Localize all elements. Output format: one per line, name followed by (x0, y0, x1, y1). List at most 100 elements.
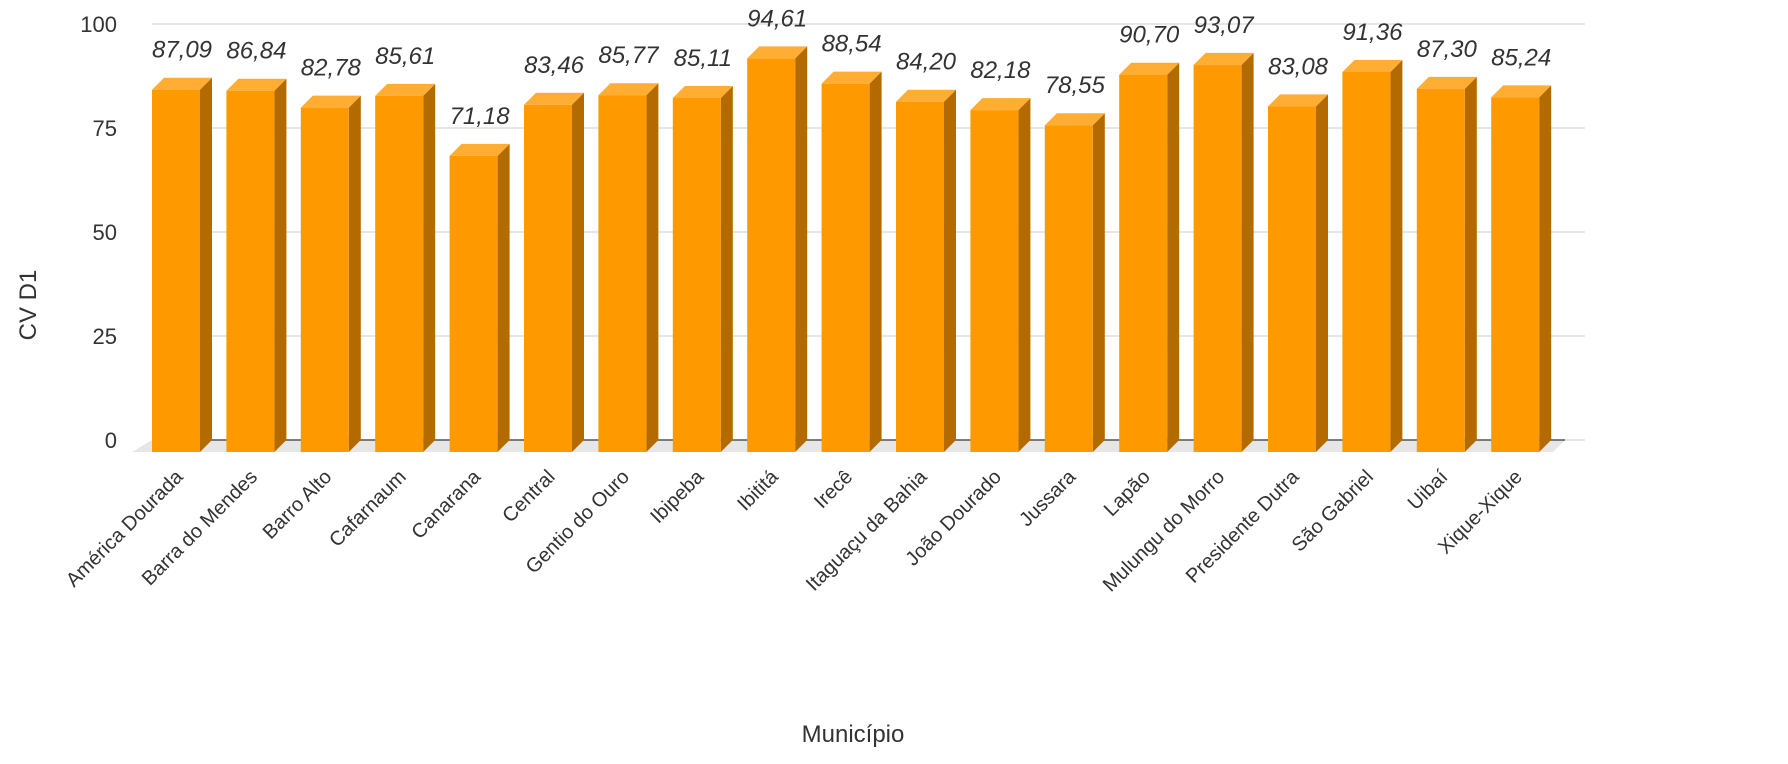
bar-side-face (1539, 85, 1552, 452)
bar-front-face (300, 107, 349, 453)
y-axis-title: CV D1 (15, 270, 42, 341)
data-label: 94,61 (747, 5, 807, 32)
bar-top-face (970, 98, 1031, 111)
bar-front-face (896, 101, 944, 452)
bar (1342, 59, 1403, 453)
bar (1044, 113, 1105, 453)
x-tick-label: Central (498, 466, 559, 527)
data-label: 86,84 (226, 38, 286, 65)
bar-front-face (152, 89, 200, 452)
bar-side-face (869, 71, 882, 453)
bar-side-face (1167, 62, 1180, 453)
bar-side-face (423, 83, 436, 452)
bar-top-face (1342, 59, 1403, 72)
bar-side-face (348, 95, 361, 453)
bar-side-face (944, 89, 956, 452)
bar-front-face (598, 95, 647, 452)
bar (1268, 94, 1328, 452)
x-tick-label: Uibaí (1404, 466, 1453, 515)
data-label: 93,07 (1194, 12, 1256, 39)
y-tick-label: 0 (105, 428, 117, 453)
y-tick-label: 75 (93, 116, 117, 141)
bar-front-face (1044, 125, 1093, 453)
bar-top-face (821, 71, 882, 84)
y-tick-label: 25 (93, 324, 117, 349)
bar (375, 83, 436, 452)
bar (747, 46, 808, 453)
bar-front-face (1268, 106, 1316, 452)
x-tick-label: Barro Alto (259, 466, 337, 544)
bar-front-face (672, 97, 721, 453)
data-label: 87,30 (1417, 36, 1478, 63)
data-label: 78,55 (1045, 72, 1106, 99)
bar-side-face (572, 92, 584, 452)
data-label: 91,36 (1342, 19, 1403, 46)
bar (1119, 62, 1180, 453)
x-tick-label: Irecê (810, 466, 857, 513)
bar-side-face (795, 46, 808, 453)
bar-top-face (747, 46, 808, 59)
data-label: 71,18 (450, 103, 511, 130)
bar (1491, 85, 1552, 452)
bar-side-face (497, 143, 510, 452)
data-label: 90,70 (1119, 22, 1180, 49)
bar-front-face (1342, 71, 1391, 453)
x-tick-label: Ibipeba (646, 465, 709, 528)
bar-top-face (300, 95, 361, 108)
bar-front-face (1193, 64, 1242, 452)
bar-front-face (1416, 88, 1465, 452)
bar (598, 83, 659, 452)
bar-top-face (598, 83, 659, 96)
bar-top-face (672, 85, 733, 98)
data-label: 83,46 (524, 52, 585, 79)
bar (896, 89, 956, 452)
bar-side-face (274, 78, 287, 452)
bar-front-face (449, 155, 498, 452)
data-label: 82,78 (301, 55, 362, 82)
data-label: 83,08 (1268, 53, 1329, 80)
bar (449, 143, 510, 452)
bar-side-face (1316, 94, 1328, 452)
bar-front-face (747, 58, 796, 453)
bar-top-face (1193, 52, 1254, 65)
bar-front-face (524, 104, 572, 452)
bar-top-face (375, 83, 436, 96)
data-label: 88,54 (822, 31, 882, 58)
bar-front-face (1491, 97, 1540, 452)
data-label: 84,20 (896, 49, 957, 76)
y-tick-label: 50 (93, 220, 117, 245)
y-tick-label: 100 (80, 12, 117, 37)
bar-front-face (970, 110, 1019, 453)
bar (1193, 52, 1254, 453)
x-tick-label: Cafarnaum (325, 466, 411, 552)
bar-top-face (1268, 94, 1328, 107)
bar-side-face (1241, 52, 1254, 453)
bar-side-face (646, 83, 659, 452)
bar (226, 78, 287, 452)
bar-side-face (1390, 59, 1403, 452)
bar (821, 71, 882, 453)
bar-front-face (226, 90, 275, 452)
bar-top-face (1491, 85, 1552, 98)
bar (672, 85, 733, 453)
x-tick-label: Ibititá (733, 465, 783, 515)
y-axis-ticks: 0 25 50 75 100 (80, 12, 117, 453)
bar-top-face (1044, 113, 1105, 126)
bar (152, 77, 212, 452)
bar-top-face (152, 77, 212, 90)
bar-top-face (1416, 76, 1477, 89)
data-labels: 87,09 86,84 82,78 85,61 71,18 83,46 85,77 85,11… (152, 5, 1551, 129)
bar-top-face (449, 143, 510, 156)
bar-side-face (720, 85, 733, 453)
bar-top-face (524, 92, 584, 105)
data-label: 85,11 (674, 45, 732, 72)
bar-top-face (896, 89, 956, 102)
x-axis-title: Município (802, 721, 905, 748)
data-label: 85,24 (1491, 44, 1551, 71)
bar-side-face (1092, 113, 1105, 453)
x-tick-label: Lapão (1100, 466, 1155, 521)
bar (970, 98, 1031, 453)
bar (1416, 76, 1477, 452)
